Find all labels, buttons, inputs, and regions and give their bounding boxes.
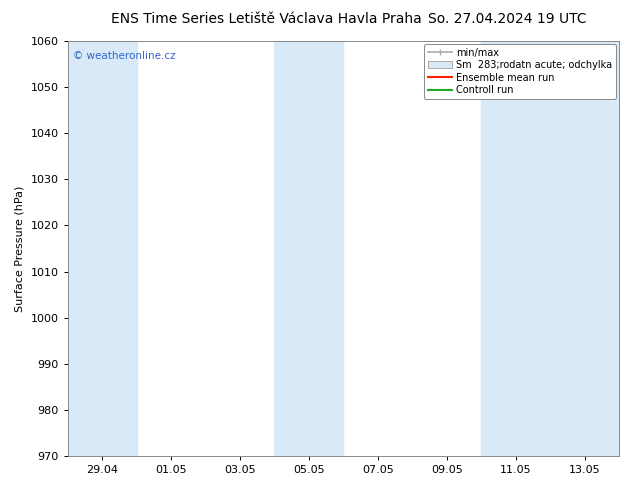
Bar <box>481 41 619 456</box>
Legend: min/max, Sm  283;rodatn acute; odchylka, Ensemble mean run, Controll run: min/max, Sm 283;rodatn acute; odchylka, … <box>424 44 616 99</box>
Text: So. 27.04.2024 19 UTC: So. 27.04.2024 19 UTC <box>428 12 586 26</box>
Bar <box>275 41 344 456</box>
Y-axis label: Surface Pressure (hPa): Surface Pressure (hPa) <box>15 185 25 312</box>
Text: © weatheronline.cz: © weatheronline.cz <box>73 51 176 61</box>
Bar <box>68 41 136 456</box>
Text: ENS Time Series Letiště Václava Havla Praha: ENS Time Series Letiště Václava Havla Pr… <box>111 12 422 26</box>
